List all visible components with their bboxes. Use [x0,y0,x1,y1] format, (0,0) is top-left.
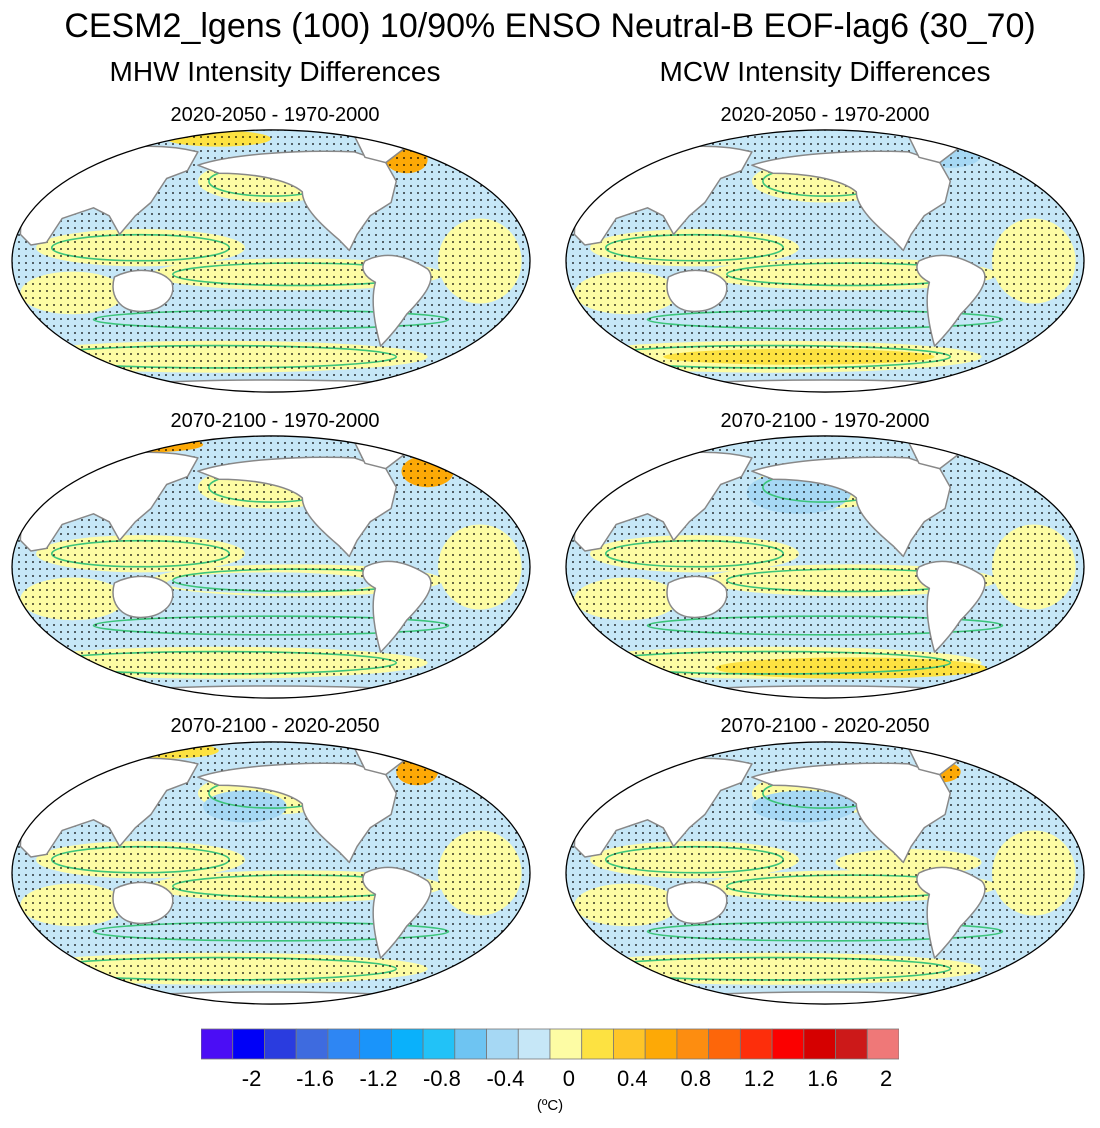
panel-title-mhw-1: 2020-2050 - 1970-2000 [170,104,380,126]
colorbar-swatch [771,1028,805,1060]
land-mass [666,881,728,925]
colorbar-tick-label: 0 [562,1066,575,1091]
map-mhw-2070-2100-vs-1970-2000 [11,435,531,699]
colorbar-tick-label: -2 [241,1066,262,1091]
colorbar-tick-label: 1.2 [743,1066,775,1091]
colorbar-swatch [359,1028,392,1060]
panel-title-mhw-3: 2070-2100 - 2020-2050 [170,715,380,737]
colorbar-swatch [201,1028,234,1060]
colorbar [201,1028,899,1060]
land-mass [112,575,174,619]
land-mass [666,575,728,619]
land-mass [197,150,398,252]
colorbar-swatch [454,1028,487,1060]
map-mhw-2070-2100-vs-2020-2050 [11,741,531,1005]
map-boundary [11,741,531,1005]
colorbar-tick-label: 0.4 [617,1066,648,1091]
colorbar-swatch [835,1028,868,1060]
land-mass [666,269,728,313]
land-mass [362,560,432,653]
colorbar-swatch [644,1028,678,1060]
map-boundary [565,435,1085,699]
colorbar-swatch [295,1028,329,1060]
map-boundary [11,129,531,393]
colorbar-swatch [486,1028,519,1060]
colorbar-swatch [549,1028,583,1060]
land-mass [751,150,952,252]
colorbar-swatch [581,1028,614,1060]
colorbar-swatch [390,1028,424,1060]
map-boundary [11,435,531,699]
land-mass [916,560,986,653]
colorbar-swatch [803,1028,836,1060]
colorbar-tick-label: 0.8 [680,1066,712,1091]
land-mass [751,456,952,558]
colorbar-swatch [264,1028,297,1060]
colorbar-swatch [232,1028,265,1060]
land-mass [197,762,398,864]
map-mcw-2020-2050-vs-1970-2000 [565,129,1085,393]
land-mass [916,254,986,347]
column-title-mcw: MCW Intensity Differences [659,56,991,87]
colorbar-swatch [613,1028,646,1060]
map-boundary [565,741,1085,1005]
panel-title-mhw-2: 2070-2100 - 1970-2000 [170,410,380,432]
colorbar-tick-label: 2 [880,1066,893,1091]
land-mass [362,254,432,347]
figure-title: CESM2_lgens (100) 10/90% ENSO Neutral-B … [64,7,1036,45]
colorbar-swatch [866,1028,899,1060]
colorbar-tick-label: -1.2 [359,1066,398,1091]
colorbar-swatch [708,1028,741,1060]
colorbar-swatch [422,1028,456,1060]
land-mass [751,762,952,864]
column-title-mhw: MHW Intensity Differences [109,56,441,87]
colorbar-swatch [327,1028,361,1060]
colorbar-swatch [676,1028,710,1060]
colorbar-swatch [739,1028,773,1060]
land-mass [916,866,986,959]
colorbar-tick-label: -0.4 [486,1066,525,1091]
land-mass [362,866,432,959]
colorbar-units: (ºC) [536,1097,564,1114]
map-mcw-2070-2100-vs-1970-2000 [565,435,1085,699]
land-mass [112,269,174,313]
map-mcw-2070-2100-vs-2020-2050 [565,741,1085,1005]
colorbar-tick-label: -1.6 [296,1066,334,1091]
colorbar-tick-label: -0.8 [422,1066,461,1091]
colorbar-tick-label: 1.6 [807,1066,838,1091]
panel-title-mcw-1: 2020-2050 - 1970-2000 [720,104,930,126]
map-mhw-2020-2050-vs-1970-2000 [11,129,531,393]
land-mass [197,456,398,558]
land-mass [112,881,174,925]
map-boundary [565,129,1085,393]
panel-title-mcw-2: 2070-2100 - 1970-2000 [720,410,930,432]
panel-title-mcw-3: 2070-2100 - 2020-2050 [720,715,930,737]
colorbar-swatch [517,1028,551,1060]
